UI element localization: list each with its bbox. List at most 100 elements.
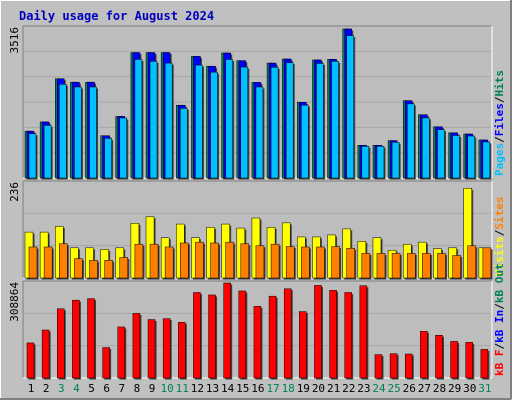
sites-bar — [437, 253, 447, 280]
pages-bar — [467, 135, 477, 180]
kb-f-bar — [404, 353, 414, 380]
day-label: 7 — [118, 382, 125, 395]
pages-bar — [225, 59, 235, 180]
pages-bar — [149, 61, 159, 180]
sites-bar — [376, 253, 387, 280]
sites-bar — [285, 246, 296, 280]
day-label: 9 — [149, 382, 156, 395]
legend: Pages/Files/Hits — [493, 70, 506, 176]
kb-f-bar — [314, 285, 323, 380]
kb-f-bar — [420, 330, 429, 380]
day-label: 24 — [372, 382, 386, 395]
sites-bar — [164, 246, 175, 280]
day-label: 18 — [282, 382, 295, 395]
pages-bar — [482, 141, 492, 180]
kb-f-bar — [193, 292, 202, 380]
sites-bar — [452, 255, 463, 280]
legend: kB F/kB In/kB Out — [493, 263, 506, 376]
y-max-label: 3516 — [8, 27, 21, 54]
day-label: 30 — [463, 382, 476, 395]
pages-bar — [59, 84, 68, 180]
kb-f-bar — [102, 347, 112, 380]
day-label: 13 — [206, 382, 219, 395]
sites-bar — [331, 246, 342, 280]
day-label: 28 — [433, 382, 446, 395]
sites-bar — [210, 242, 221, 280]
day-label: 25 — [387, 382, 400, 395]
kb-f-bar — [238, 290, 248, 380]
pages-bar — [43, 125, 53, 180]
y-max-label: 236 — [8, 182, 21, 202]
pages-bar — [346, 35, 356, 180]
kb-f-bar — [268, 295, 278, 380]
pages-bar — [285, 62, 295, 180]
kb-f-bar — [72, 299, 81, 380]
pages-bar — [180, 108, 189, 180]
kb-f-bar — [329, 290, 339, 380]
day-label: 2 — [43, 382, 50, 395]
kb-f-bar — [465, 342, 475, 380]
day-label: 6 — [103, 382, 110, 395]
kb-f-bar — [162, 318, 172, 380]
kb-f-bar — [253, 306, 263, 380]
pages-bar — [119, 117, 129, 180]
sites-bar — [255, 245, 266, 280]
sites-bar — [346, 247, 357, 280]
sites-bar — [134, 243, 145, 280]
kb-f-bar — [147, 319, 157, 380]
legend-entry: kB F — [493, 350, 506, 377]
kb-f-bar — [117, 326, 127, 380]
pages-bar — [437, 129, 446, 180]
sites-bar — [391, 253, 402, 280]
day-label: 20 — [312, 382, 325, 395]
kb-f-bar — [208, 294, 218, 380]
sites-bar — [104, 260, 115, 280]
legend-entry: Pages — [493, 143, 506, 176]
pages-bar — [331, 61, 341, 180]
sites-bar — [28, 246, 39, 280]
sites-bar — [406, 253, 417, 280]
sites-bar — [89, 260, 100, 280]
legend-entry: Sites — [493, 197, 506, 230]
legend-entry: Visits — [493, 236, 506, 276]
legend-entry: Hits — [493, 70, 506, 97]
sites-bar — [301, 246, 311, 280]
sites-bar — [467, 245, 478, 280]
legend-entry: kB Out — [493, 263, 506, 303]
pages-bar — [104, 138, 114, 180]
pages-bar — [376, 146, 386, 180]
day-label: 12 — [191, 382, 204, 395]
day-label: 19 — [297, 382, 310, 395]
pages-bar — [361, 146, 371, 180]
day-label: 26 — [403, 382, 416, 395]
sites-bar — [180, 242, 190, 280]
pages-bar — [422, 117, 431, 180]
day-label: 21 — [327, 382, 340, 395]
day-label: 4 — [73, 382, 80, 395]
sites-bar — [240, 243, 251, 280]
pages-bar — [240, 66, 250, 180]
kb-f-bar — [344, 292, 354, 380]
kb-f-bar — [87, 298, 97, 380]
kb-f-bar — [435, 334, 444, 380]
day-label: 14 — [221, 382, 235, 395]
sites-bar — [149, 243, 160, 280]
sites-bar — [43, 246, 54, 280]
pages-bar — [89, 86, 99, 180]
legend-entry: Files — [493, 103, 506, 136]
kb-f-bar — [223, 282, 233, 380]
kb-f-bar — [132, 313, 142, 380]
pages-bar — [134, 59, 144, 180]
day-label: 15 — [236, 382, 249, 395]
day-label: 16 — [251, 382, 264, 395]
sites-bar — [225, 241, 236, 280]
kb-f-bar — [374, 354, 384, 380]
kb-f-bar — [480, 349, 490, 380]
pages-bar — [270, 66, 280, 180]
day-label: 10 — [161, 382, 174, 395]
kb-f-bar — [283, 288, 293, 380]
pages-bar — [164, 62, 174, 180]
day-label: 3 — [58, 382, 65, 395]
sites-bar — [74, 258, 84, 280]
